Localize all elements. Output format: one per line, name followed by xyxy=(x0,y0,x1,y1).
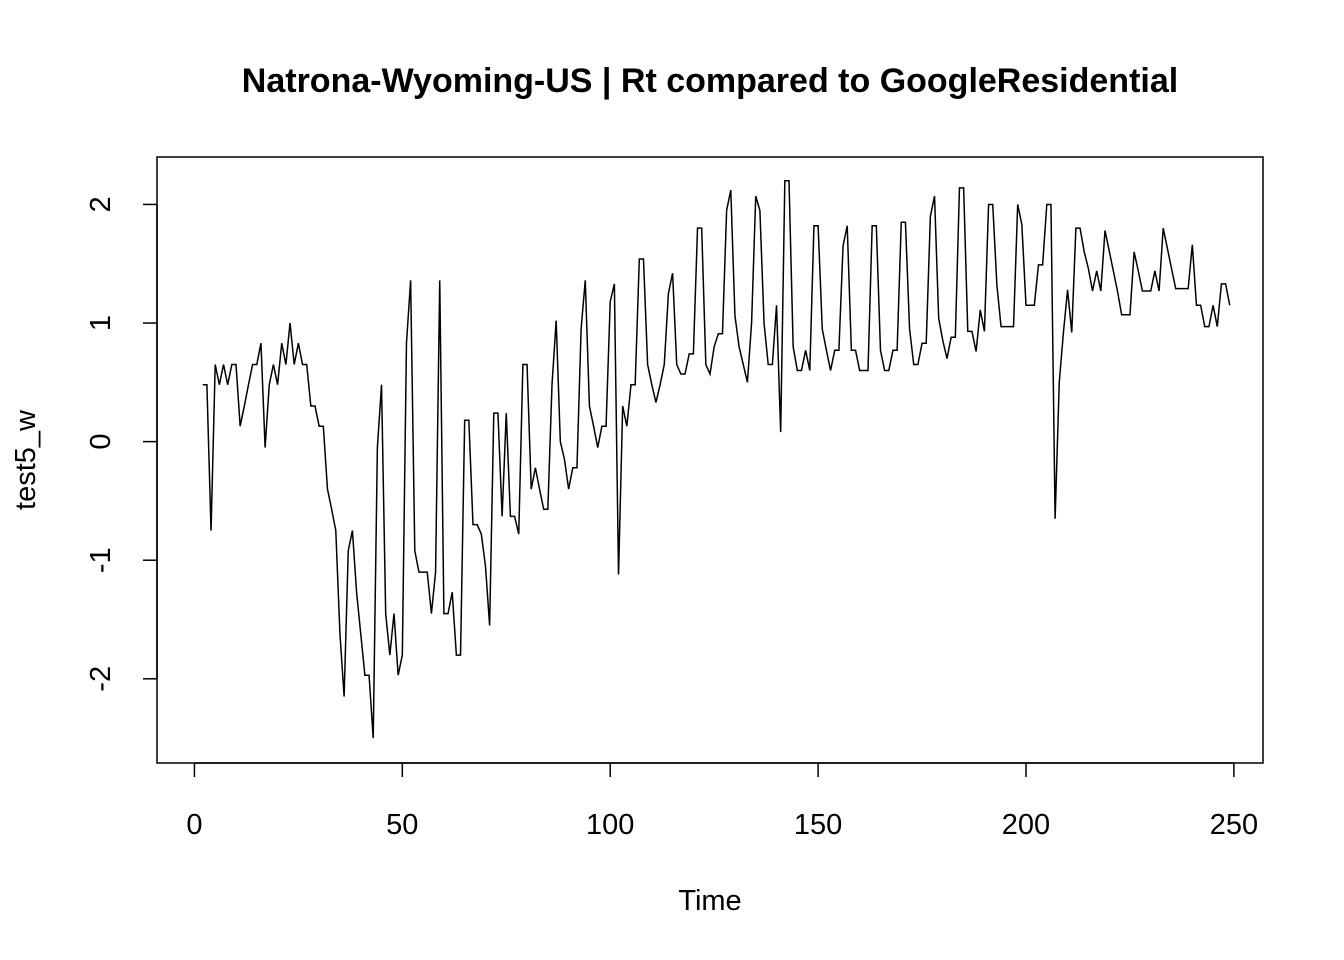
y-tick-label: -1 xyxy=(85,547,117,573)
x-axis-label: Time xyxy=(678,885,741,917)
x-tick-label: 50 xyxy=(386,809,418,841)
x-tick-label: 100 xyxy=(586,809,634,841)
x-tick-label: 200 xyxy=(1002,809,1050,841)
x-tick-label: 250 xyxy=(1210,809,1258,841)
y-tick-label: 1 xyxy=(85,315,117,331)
y-tick-label: 2 xyxy=(85,196,117,212)
x-tick-label: 150 xyxy=(794,809,842,841)
x-tick-label: 0 xyxy=(186,809,202,841)
series-line xyxy=(202,179,1231,739)
y-tick-label: 0 xyxy=(85,434,117,450)
y-tick-label: -2 xyxy=(85,666,117,692)
x-axis: 0 50 100 150 200 250 xyxy=(186,762,1258,841)
y-axis-label: test5_w xyxy=(10,409,42,510)
chart-title: Natrona-Wyoming-US | Rt compared to Goog… xyxy=(242,62,1178,100)
y-axis: -2 -1 0 1 2 xyxy=(85,196,158,692)
